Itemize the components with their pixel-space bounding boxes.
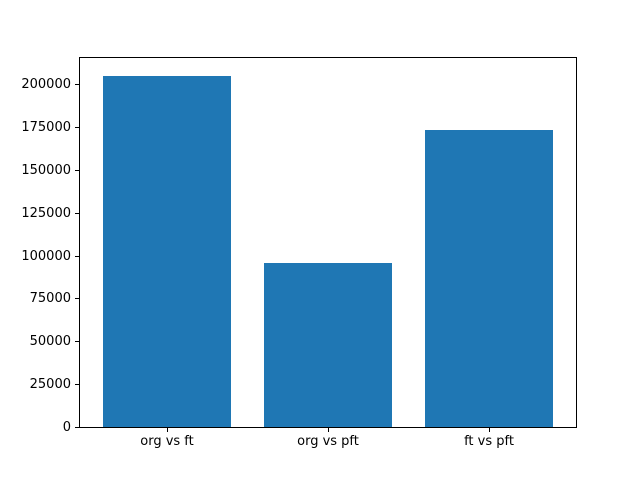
- bar-org-vs-ft: [103, 76, 231, 427]
- y-tick-label: 75000: [29, 291, 71, 306]
- x-tick-label: org vs pft: [297, 434, 359, 449]
- y-tick-mark: [75, 84, 79, 85]
- y-tick-mark: [75, 298, 79, 299]
- x-tick-mark: [489, 428, 490, 432]
- y-tick-label: 125000: [21, 206, 71, 221]
- y-tick-label: 100000: [21, 249, 71, 264]
- x-tick-mark: [167, 428, 168, 432]
- y-tick-label: 0: [62, 420, 71, 435]
- y-tick-mark: [75, 170, 79, 171]
- y-tick-mark: [75, 427, 79, 428]
- y-tick-label: 50000: [29, 334, 71, 349]
- y-tick-mark: [75, 213, 79, 214]
- y-tick-label: 25000: [29, 377, 71, 392]
- bar-ft-vs-pft: [425, 130, 553, 427]
- plot-area: [79, 57, 577, 428]
- y-tick-mark: [75, 256, 79, 257]
- y-tick-mark: [75, 384, 79, 385]
- y-tick-label: 175000: [21, 120, 71, 135]
- x-tick-label: ft vs pft: [464, 434, 514, 449]
- y-tick-mark: [75, 341, 79, 342]
- x-tick-label: org vs ft: [140, 434, 194, 449]
- bar-org-vs-pft: [264, 263, 392, 427]
- x-tick-mark: [328, 428, 329, 432]
- y-tick-label: 200000: [21, 77, 71, 92]
- y-tick-label: 150000: [21, 163, 71, 178]
- y-tick-mark: [75, 127, 79, 128]
